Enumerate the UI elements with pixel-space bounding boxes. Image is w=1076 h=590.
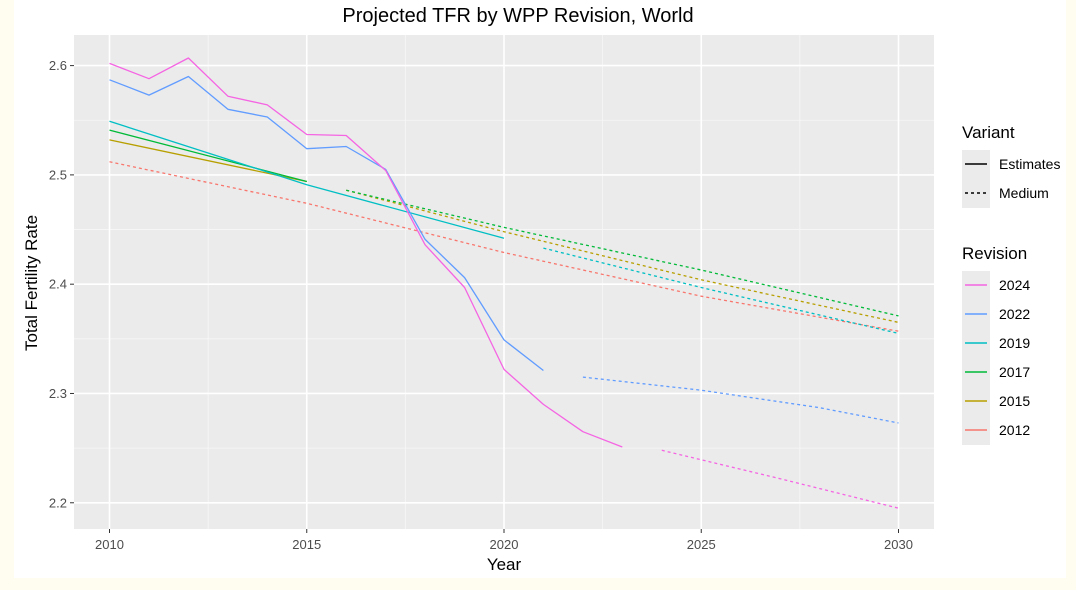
series-line-2024-estimates: [109, 57, 623, 448]
x-axis-title: Year: [487, 555, 522, 574]
x-tick-label: 2030: [884, 537, 913, 552]
x-tick-label: 2025: [687, 537, 716, 552]
chart-title: Projected TFR by WPP Revision, World: [342, 5, 693, 27]
x-tick-label: 2010: [95, 537, 124, 552]
y-axis-ticks: 2.2 2.3 2.4 2.5 2.6: [49, 58, 74, 510]
legend-label-estimates: Estimates: [999, 156, 1060, 172]
legend-label-2015: 2015: [999, 393, 1030, 409]
series-line-2022-medium: [582, 376, 899, 424]
series-line-2022-estimates: [109, 75, 544, 372]
series-line-2012-medium: [109, 161, 899, 332]
series-line-2015-medium: [346, 189, 899, 324]
chart-svg: 2.2 2.3 2.4 2.5 2.6 2010 2015 2020 2025 2030 Pro…: [22, 5, 1060, 574]
series-line-2017-estimates: [109, 129, 307, 183]
x-tick-label: 2020: [490, 537, 519, 552]
legend-variant: Variant Estimates Medium: [962, 123, 1060, 208]
series-line-2019-estimates: [109, 120, 505, 239]
y-tick-label: 2.4: [49, 277, 67, 292]
y-axis-title: Total Fertility Rate: [22, 215, 41, 351]
y-tick-label: 2.2: [49, 495, 67, 510]
legend-revision: Revision 2024 2022 2019 2017 2015 2012: [962, 244, 1030, 445]
major-gridlines: [74, 35, 934, 529]
y-tick-label: 2.5: [49, 167, 67, 182]
legend-label-2022: 2022: [999, 306, 1030, 322]
x-axis-ticks: 2010 2015 2020 2025 2030: [95, 529, 913, 552]
legend-label-2019: 2019: [999, 335, 1030, 351]
legend-label-medium: Medium: [999, 185, 1049, 201]
legend-label-2012: 2012: [999, 422, 1030, 438]
legend-label-2017: 2017: [999, 364, 1030, 380]
series-group: [109, 57, 899, 509]
legend-label-2024: 2024: [999, 277, 1030, 293]
series-line-2019-medium: [543, 247, 899, 335]
legend-revision-title: Revision: [962, 244, 1027, 263]
chart-frame: 2.2 2.3 2.4 2.5 2.6 2010 2015 2020 2025 2030 Pro…: [14, 0, 1066, 578]
y-tick-label: 2.6: [49, 58, 67, 73]
x-tick-label: 2015: [292, 537, 321, 552]
series-line-2024-medium: [661, 449, 899, 509]
y-tick-label: 2.3: [49, 386, 67, 401]
legend-variant-title: Variant: [962, 123, 1015, 142]
